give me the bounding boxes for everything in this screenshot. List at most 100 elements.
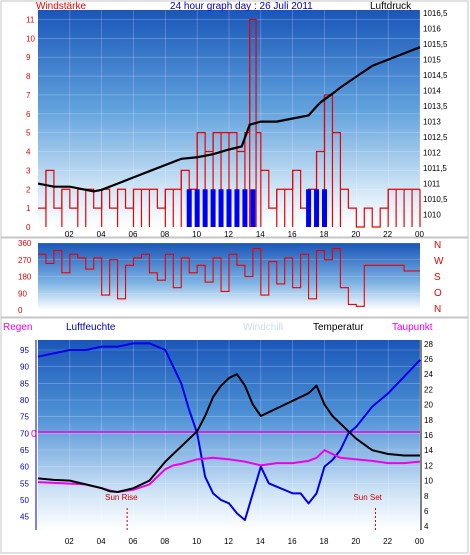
bot-x-tick-18: 18 bbox=[320, 537, 329, 546]
compass-label-n-top: N bbox=[434, 240, 441, 251]
bot-right-tick-26: 26 bbox=[424, 355, 433, 364]
top-right-tick-1011: 1011 bbox=[423, 180, 441, 189]
sun-rise-label: Sun Rise bbox=[105, 493, 138, 502]
temperatur-series bbox=[37, 373, 420, 493]
top-right-tick-1016-5: 1016,5 bbox=[423, 9, 448, 18]
top-left-tick-2: 2 bbox=[26, 185, 31, 194]
top-x-tick-14: 14 bbox=[256, 230, 265, 239]
bot-left-tick-45: 45 bbox=[20, 513, 29, 522]
bot-right-tick-20: 20 bbox=[424, 401, 433, 410]
top-right-tick-1010-5: 1010,5 bbox=[423, 195, 448, 204]
top-x-tick-02: 02 bbox=[65, 230, 74, 239]
bot-left-tick-60: 60 bbox=[20, 463, 29, 472]
mid-left-tick-180: 180 bbox=[18, 273, 32, 282]
top-x-tick-22: 22 bbox=[383, 230, 392, 239]
top-right-tick-1012-5: 1012,5 bbox=[423, 133, 448, 142]
bot-x-tick-20: 20 bbox=[351, 537, 360, 546]
top-left-tick-4: 4 bbox=[26, 148, 31, 157]
top-x-tick-20: 20 bbox=[351, 230, 360, 239]
top-left-tick-11: 11 bbox=[26, 15, 35, 24]
bot-right-tick-10: 10 bbox=[424, 477, 433, 486]
bot-x-tick-08: 08 bbox=[160, 537, 169, 546]
bot-left-tick-70: 70 bbox=[20, 429, 29, 438]
top-x-tick-12: 12 bbox=[224, 230, 233, 239]
top-x-tick-08: 08 bbox=[160, 230, 169, 239]
top-right-tick-1011-5: 1011,5 bbox=[423, 164, 447, 173]
bot-right-tick-12: 12 bbox=[424, 461, 433, 470]
top-right-tick-1014: 1014 bbox=[423, 87, 441, 96]
top-right-tick-1015: 1015 bbox=[423, 56, 441, 65]
legend-windchill: Windchill bbox=[243, 322, 283, 333]
air-pressure-series bbox=[37, 46, 421, 193]
regen-zero-label: 0 bbox=[31, 429, 37, 440]
top-right-tick-1016: 1016 bbox=[423, 25, 441, 34]
compass-label-o: O bbox=[434, 288, 442, 299]
legend-taupunkt: Taupunkt bbox=[392, 322, 433, 333]
bot-x-tick-10: 10 bbox=[192, 537, 201, 546]
bot-left-tick-50: 50 bbox=[20, 496, 29, 505]
bot-x-tick-02: 02 bbox=[65, 537, 74, 546]
bot-x-tick-22: 22 bbox=[383, 537, 392, 546]
air-pressure-label: Luftdruck bbox=[370, 1, 412, 12]
bot-left-tick-85: 85 bbox=[20, 379, 29, 388]
top-left-tick-0: 0 bbox=[26, 223, 31, 232]
top-left-tick-9: 9 bbox=[26, 53, 31, 62]
bot-x-tick-06: 06 bbox=[129, 537, 138, 546]
bot-right-tick-6: 6 bbox=[424, 507, 429, 516]
top-right-tick-1015-5: 1015,5 bbox=[423, 40, 448, 49]
top-x-tick-18: 18 bbox=[320, 230, 329, 239]
bot-right-tick-8: 8 bbox=[424, 492, 429, 501]
bot-right-tick-16: 16 bbox=[424, 431, 433, 440]
bot-x-tick-16: 16 bbox=[288, 537, 297, 546]
top-right-tick-1013: 1013 bbox=[423, 118, 441, 127]
legend-temperatur: Temperatur bbox=[313, 322, 364, 333]
top-left-tick-3: 3 bbox=[26, 166, 31, 175]
top-x-tick-16: 16 bbox=[288, 230, 297, 239]
wind-direction-series bbox=[38, 248, 420, 307]
mid-left-tick-90: 90 bbox=[18, 289, 27, 298]
bot-left-tick-95: 95 bbox=[20, 346, 29, 355]
top-left-tick-1: 1 bbox=[26, 204, 31, 213]
bot-x-tick-12: 12 bbox=[224, 537, 233, 546]
bot-right-tick-22: 22 bbox=[424, 385, 433, 394]
top-right-tick-1010: 1010 bbox=[423, 211, 441, 220]
mid-left-tick-270: 270 bbox=[18, 256, 32, 265]
top-x-tick-04: 04 bbox=[97, 230, 106, 239]
legend-regen: Regen bbox=[3, 322, 32, 333]
mid-left-tick-0: 0 bbox=[18, 306, 23, 315]
bot-right-tick-4: 4 bbox=[424, 522, 429, 531]
mid-left-tick-360: 360 bbox=[18, 239, 32, 248]
sun-set-label: Sun Set bbox=[353, 493, 382, 502]
top-right-tick-1013-5: 1013,5 bbox=[423, 102, 448, 111]
legend-luftfeuchte: Luftfeuchte bbox=[66, 322, 116, 333]
bot-left-tick-75: 75 bbox=[20, 413, 29, 422]
bot-right-tick-24: 24 bbox=[424, 370, 433, 379]
luftfeuchte-series bbox=[37, 342, 421, 521]
top-right-tick-1012: 1012 bbox=[423, 149, 441, 158]
top-right-tick-1014-5: 1014,5 bbox=[423, 71, 448, 80]
bot-x-tick-00: 00 bbox=[415, 537, 424, 546]
bot-x-tick-14: 14 bbox=[256, 537, 265, 546]
bot-left-tick-65: 65 bbox=[20, 446, 29, 455]
bot-left-tick-80: 80 bbox=[20, 396, 29, 405]
bot-left-tick-55: 55 bbox=[20, 479, 29, 488]
bot-x-tick-04: 04 bbox=[97, 537, 106, 546]
top-x-tick-00: 00 bbox=[415, 230, 424, 239]
top-left-tick-8: 8 bbox=[26, 72, 31, 81]
bot-left-tick-90: 90 bbox=[20, 363, 29, 372]
bot-right-tick-14: 14 bbox=[424, 446, 433, 455]
top-left-tick-5: 5 bbox=[26, 129, 31, 138]
compass-label-n-bottom: N bbox=[434, 304, 441, 315]
top-x-tick-10: 10 bbox=[192, 230, 201, 239]
wind-strength-label: Windstärke bbox=[36, 1, 86, 12]
bot-right-tick-28: 28 bbox=[424, 340, 433, 349]
top-left-tick-10: 10 bbox=[26, 34, 35, 43]
top-left-tick-6: 6 bbox=[26, 110, 31, 119]
top-left-tick-7: 7 bbox=[26, 91, 31, 100]
top-x-tick-06: 06 bbox=[129, 230, 138, 239]
compass-label-s: S bbox=[434, 272, 441, 283]
chart-title: 24 hour graph day : 26 Juli 2011 bbox=[170, 1, 313, 12]
plot-area-temperature-humidity bbox=[38, 340, 420, 530]
